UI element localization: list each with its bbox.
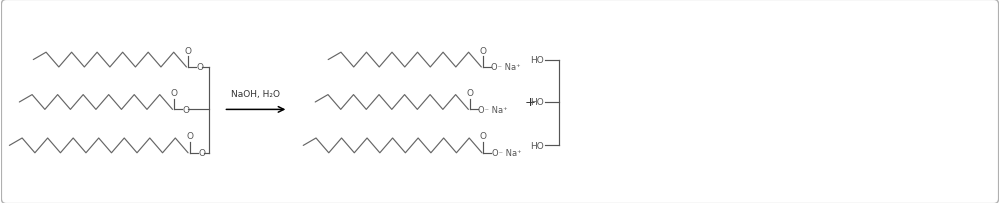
Text: O: O xyxy=(480,132,487,141)
Text: O: O xyxy=(197,63,204,72)
Text: +: + xyxy=(524,96,535,109)
Text: O: O xyxy=(479,47,486,55)
Text: O⁻ Na⁺: O⁻ Na⁺ xyxy=(491,63,521,72)
Text: O: O xyxy=(171,89,178,98)
Text: HO: HO xyxy=(531,56,544,65)
Text: NaOH, H₂O: NaOH, H₂O xyxy=(231,89,280,98)
Text: O⁻ Na⁺: O⁻ Na⁺ xyxy=(492,149,522,157)
Text: O: O xyxy=(199,149,206,157)
Text: HO: HO xyxy=(531,98,544,107)
Text: O: O xyxy=(186,132,193,141)
Text: O⁻ Na⁺: O⁻ Na⁺ xyxy=(478,105,508,114)
Text: O: O xyxy=(466,89,473,98)
Text: HO: HO xyxy=(531,141,544,150)
Text: O: O xyxy=(184,47,191,55)
Text: O: O xyxy=(183,105,190,114)
